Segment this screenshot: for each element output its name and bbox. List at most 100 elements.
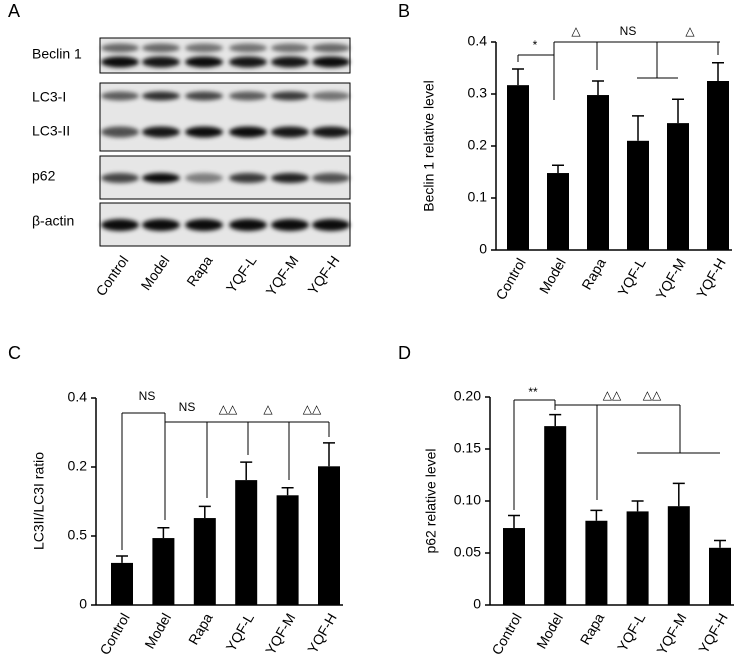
blot-band <box>271 56 309 68</box>
protein-label: Beclin 1 <box>32 46 82 62</box>
significance-label: △△ <box>303 402 322 416</box>
blot-band <box>271 219 309 231</box>
blot-band <box>185 43 223 53</box>
blot-band <box>142 91 180 101</box>
error-bar <box>631 500 644 512</box>
bar <box>235 480 258 605</box>
bar <box>707 81 729 250</box>
blot-band <box>101 91 139 101</box>
blot-band <box>185 126 223 138</box>
y-tick-label: 0 <box>79 596 87 612</box>
y-tick-label: 0.10 <box>454 492 481 508</box>
y-tick-label: 0.05 <box>454 544 481 560</box>
y-tick-label: 0.2 <box>68 458 88 474</box>
y-axis-label: LC3II/LC3I ratio <box>31 452 47 550</box>
error-bar <box>552 164 564 174</box>
blot-band <box>271 43 309 53</box>
error-bar <box>592 80 604 96</box>
y-tick-label: 0.3 <box>468 85 488 101</box>
y-tick-label: 0.4 <box>68 389 88 405</box>
error-bar <box>712 62 724 81</box>
panel-label: C <box>8 343 21 363</box>
blot-band <box>142 219 180 231</box>
bar <box>276 495 299 605</box>
bar <box>587 95 609 250</box>
blot-band <box>229 173 267 183</box>
blot-band <box>142 43 180 53</box>
error-bar <box>512 68 524 86</box>
blot-band <box>271 126 309 138</box>
blot-band <box>271 173 309 183</box>
blot-band <box>185 91 223 101</box>
significance-label: NS <box>179 400 196 414</box>
error-bar <box>672 482 685 507</box>
blot-band <box>229 126 267 138</box>
blot-band <box>312 43 350 53</box>
bar <box>547 173 569 250</box>
error-bar <box>549 413 562 427</box>
blot-band <box>101 56 139 68</box>
protein-label: p62 <box>32 168 56 184</box>
blot-band <box>312 126 350 138</box>
blot-band <box>271 91 309 101</box>
blot-band <box>142 126 180 138</box>
y-tick-label: 0 <box>479 241 487 257</box>
blot-band <box>185 173 223 183</box>
error-bar <box>157 526 170 539</box>
blot-band <box>101 43 139 53</box>
significance-label: △ <box>685 24 695 38</box>
blot-frame <box>99 37 351 74</box>
error-bar <box>590 509 603 521</box>
y-tick-label: 0.4 <box>468 33 488 49</box>
error-bar <box>323 442 335 467</box>
blot-band <box>185 56 223 68</box>
bar <box>626 511 649 605</box>
panel-label: B <box>398 1 410 21</box>
blot-band <box>229 219 267 231</box>
blot-band <box>101 126 139 138</box>
significance-label: △△ <box>219 402 238 416</box>
significance-label: NS <box>620 24 637 38</box>
error-bar <box>672 98 684 124</box>
significance-label: NS <box>139 389 156 403</box>
protein-label: β-actin <box>32 213 74 229</box>
significance-label: △ <box>263 402 273 416</box>
blot-band <box>142 173 180 183</box>
protein-label: LC3-I <box>32 89 66 105</box>
blot-band <box>142 56 180 68</box>
y-tick-label: 0.1 <box>468 189 488 205</box>
bar <box>667 123 689 250</box>
error-bar <box>116 555 128 563</box>
bar <box>507 85 529 250</box>
y-axis-label: p62 relative level <box>423 448 439 553</box>
bar <box>544 426 567 605</box>
blot-band <box>312 91 350 101</box>
protein-label: LC3-II <box>32 123 70 139</box>
y-axis-label: Beclin 1 relative level <box>421 80 437 212</box>
significance-label: ** <box>528 385 538 399</box>
bar <box>193 518 216 605</box>
blot-band <box>101 173 139 183</box>
bar <box>709 547 731 605</box>
error-bar <box>240 461 253 481</box>
blot-band <box>312 219 350 231</box>
y-tick-label: 0.15 <box>454 440 481 456</box>
blot-band <box>312 173 350 183</box>
bar <box>667 506 690 605</box>
y-tick-label: 0.2 <box>468 137 488 153</box>
error-bar <box>281 486 294 496</box>
y-tick-label: 0.5 <box>68 527 88 543</box>
error-bar <box>508 514 520 529</box>
significance-label: * <box>533 38 538 52</box>
significance-label: △△ <box>643 388 662 402</box>
panel-label: D <box>398 343 411 363</box>
bar <box>627 140 649 250</box>
blot-frame <box>99 82 351 152</box>
y-tick-label: 0 <box>473 596 481 612</box>
error-bar <box>714 539 726 548</box>
bar <box>152 538 175 605</box>
blot-band <box>185 219 223 231</box>
bar <box>111 562 133 605</box>
significance-label: △ <box>571 24 581 38</box>
